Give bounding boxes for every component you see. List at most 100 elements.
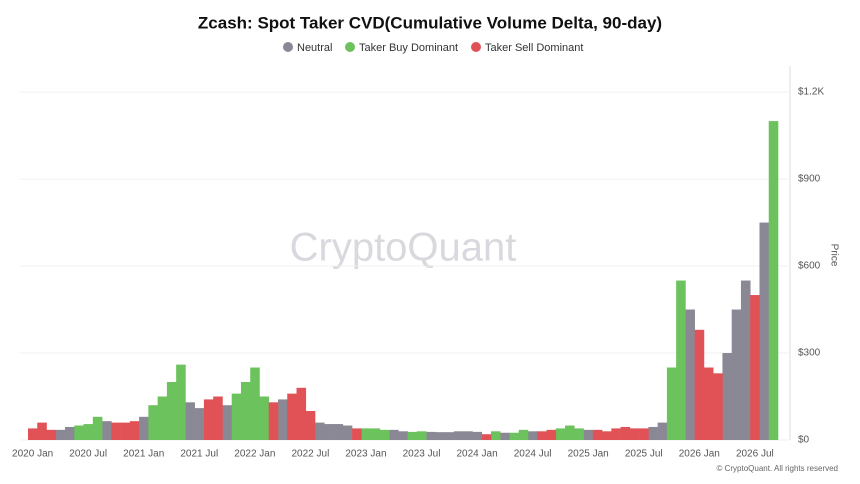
bar [685, 309, 695, 440]
bar [389, 429, 399, 440]
bar [583, 429, 594, 440]
bar [453, 431, 464, 440]
bar [352, 428, 362, 440]
bar [722, 353, 733, 440]
bar [398, 431, 408, 440]
bar [620, 426, 631, 440]
bar [740, 280, 751, 440]
bar [278, 399, 288, 440]
bar [703, 367, 714, 440]
legend-marker [283, 42, 293, 52]
legend-label: Taker Buy Dominant [359, 42, 458, 54]
bar [305, 411, 316, 440]
bar [250, 367, 260, 440]
bar [463, 431, 473, 440]
bar [111, 422, 121, 440]
y-tick-label: $600 [798, 261, 821, 272]
chart-title: Zcash: Spot Taker CVD(Cumulative Volume … [198, 13, 662, 32]
bar [759, 222, 770, 440]
bars [28, 121, 779, 441]
bar [731, 309, 742, 440]
bar [555, 428, 566, 440]
bar [639, 428, 649, 440]
bar [194, 408, 205, 440]
bar [500, 432, 510, 440]
bar [528, 431, 538, 440]
bar [546, 429, 557, 440]
x-tick-label: 2025 Jan [568, 449, 609, 460]
x-tick-label: 2022 Jan [234, 449, 275, 460]
bar [102, 421, 112, 440]
x-tick-label: 2024 Jul [514, 449, 552, 460]
bar [240, 382, 251, 440]
bar [518, 429, 529, 440]
legend-label: Neutral [297, 42, 332, 54]
bar [65, 426, 75, 440]
watermark: CryptoQuant [290, 226, 517, 270]
bar [481, 434, 492, 440]
bar [370, 428, 381, 440]
x-tick-label: 2024 Jan [456, 449, 497, 460]
y-tick-label: $0 [798, 435, 810, 446]
bar [296, 387, 307, 440]
y-tick-label: $300 [798, 348, 821, 359]
bar [176, 364, 186, 440]
bar [259, 396, 270, 440]
bar [28, 428, 38, 440]
bar [565, 425, 575, 440]
bar [120, 422, 131, 440]
bar [74, 425, 84, 440]
bar [416, 431, 427, 440]
y-tick-label: $900 [798, 174, 821, 185]
bar [648, 426, 658, 440]
bar [592, 429, 603, 440]
bar [611, 428, 621, 440]
bar [574, 428, 584, 440]
bar [426, 431, 436, 440]
bar [676, 280, 686, 440]
bar [203, 399, 214, 440]
bar [657, 422, 668, 440]
bar [268, 402, 279, 440]
bar [768, 121, 779, 441]
bar [55, 429, 66, 440]
bar [472, 431, 483, 440]
x-tick-label: 2020 Jan [12, 449, 53, 460]
bar [750, 295, 760, 440]
x-tick-label: 2020 Jul [69, 449, 107, 460]
x-tick-label: 2022 Jul [292, 449, 330, 460]
bar [509, 432, 520, 440]
x-tick-label: 2023 Jul [403, 449, 441, 460]
bar [361, 428, 371, 440]
bar [694, 329, 705, 440]
x-tick-label: 2023 Jan [345, 449, 386, 460]
bar [213, 396, 223, 440]
legend-label: Taker Sell Dominant [485, 42, 583, 54]
bar [46, 429, 57, 440]
bar [333, 424, 344, 440]
bar [83, 424, 94, 440]
bar [148, 405, 158, 440]
bar [92, 416, 103, 440]
bar [139, 416, 149, 440]
bar [222, 405, 233, 440]
y-axis-label: Price [828, 244, 839, 267]
bar [157, 396, 168, 440]
x-tick-label: 2026 Jul [736, 449, 774, 460]
bar [379, 429, 390, 440]
bar [129, 421, 140, 440]
bar [166, 382, 177, 440]
bar [602, 431, 612, 440]
bar [444, 432, 455, 440]
bar [287, 393, 297, 440]
bar [490, 431, 501, 440]
bar [435, 432, 445, 440]
bar [629, 428, 640, 440]
y-tick-label: $1.2K [798, 87, 824, 98]
bar [407, 431, 418, 440]
bar [37, 422, 47, 440]
bar [713, 373, 723, 440]
bar [666, 367, 677, 440]
bar [537, 431, 547, 440]
